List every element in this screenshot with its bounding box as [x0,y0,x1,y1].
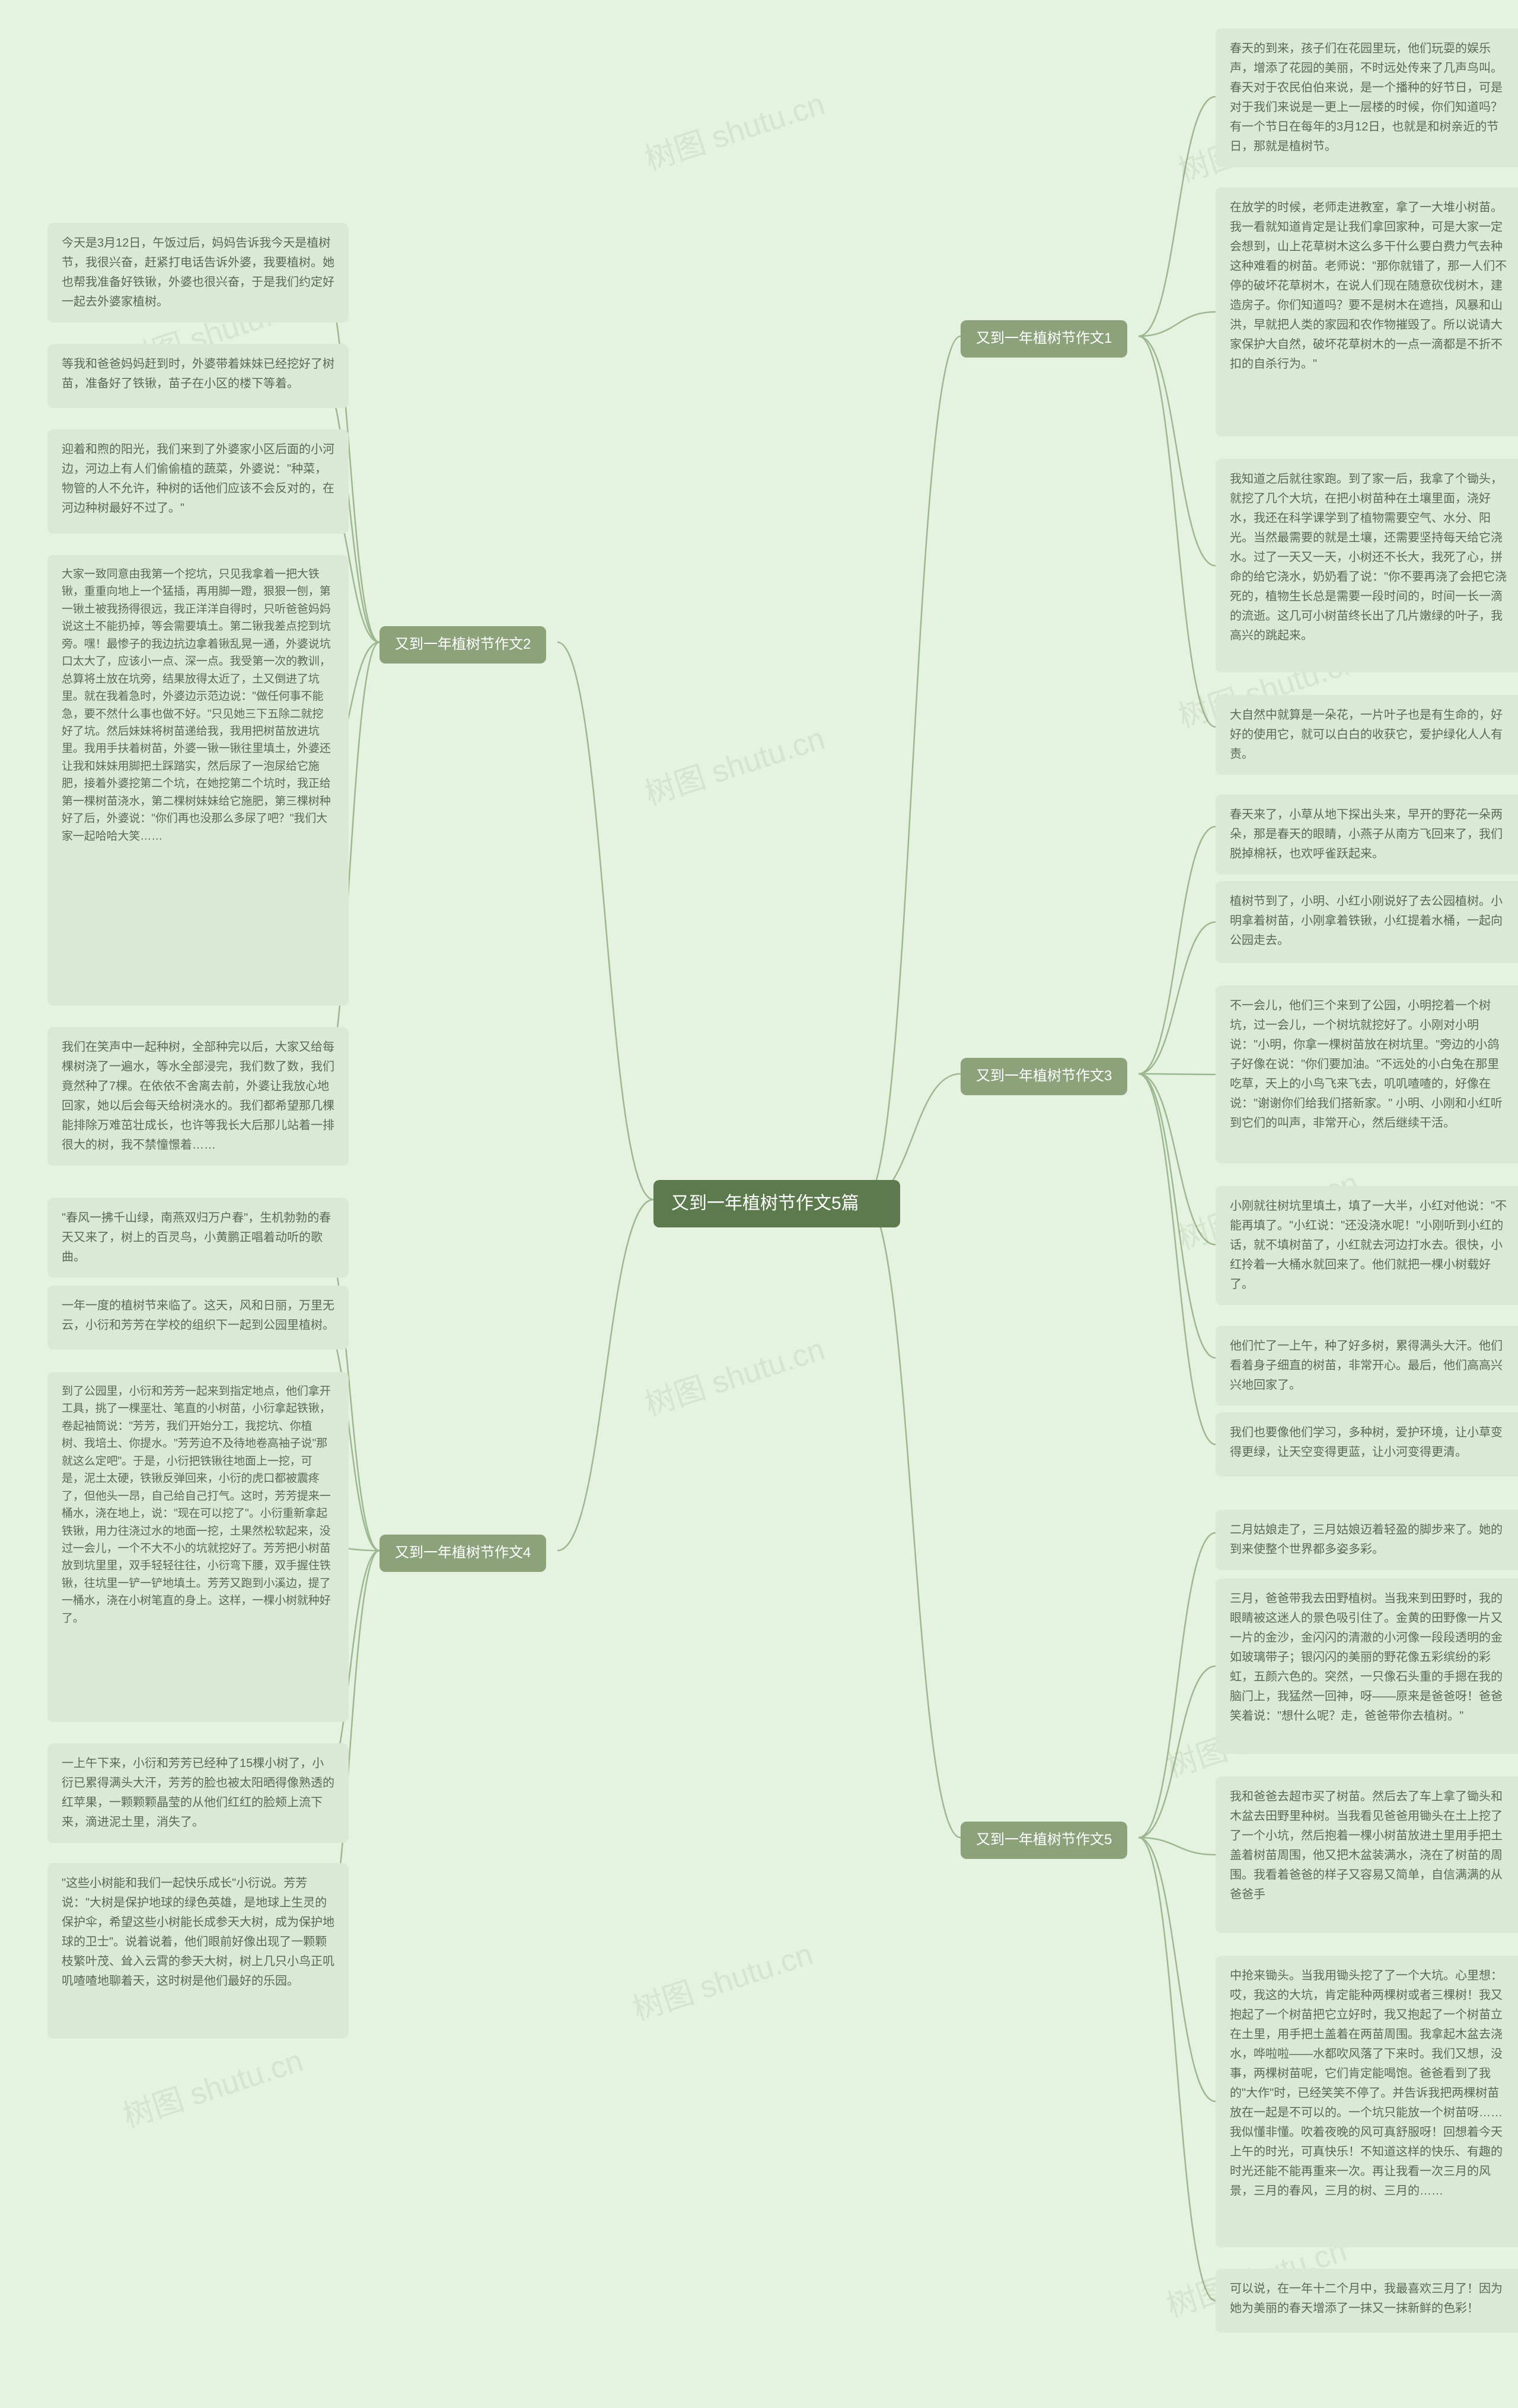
leaf-node[interactable]: 等我和爸爸妈妈赶到时，外婆带着妹妹已经挖好了树苗，准备好了铁锹，苗子在小区的楼下… [47,344,349,408]
leaf-node[interactable]: 中抢来锄头。当我用锄头挖了了一个大坑。心里想：哎，我这的大坑，肯定能种两棵树或者… [1216,1956,1518,2247]
watermark: 树图 shutu.cn [626,1929,818,2029]
leaf-node[interactable]: 二月姑娘走了，三月姑娘迈着轻盈的脚步来了。她的到来使整个世界都多姿多彩。 [1216,1510,1518,1570]
leaf-node[interactable]: 植树节到了，小明、小红小刚说好了去公园植树。小明拿着树苗，小刚拿着铁锹，小红提着… [1216,881,1518,963]
leaf-node[interactable]: "春风一拂千山绿，南燕双归万户春"，生机勃勃的春天又来了，树上的百灵鸟，小黄鹏正… [47,1198,349,1278]
sub-node-e5[interactable]: 又到一年植树节作文5 [961,1822,1127,1859]
leaf-node[interactable]: 一年一度的植树节来临了。这天，风和日丽，万里无云，小衍和芳芳在学校的组织下一起到… [47,1286,349,1350]
mindmap-canvas: 树图 shutu.cn 树图 shutu.cn 树图 shutu.cn 树图 shut… [0,0,1518,2408]
leaf-node[interactable]: 在放学的时候，老师走进教室，拿了一大堆小树苗。我一看就知道肯定是让我们拿回家种，… [1216,187,1518,436]
leaf-node[interactable]: 我们也要像他们学习，多种树，爱护环境，让小草变得更绿，让天空变得更蓝，让小河变得… [1216,1412,1518,1476]
leaf-node[interactable]: 不一会儿，他们三个来到了公园，小明挖着一个树坑，过一会儿，一个树坑就挖好了。小刚… [1216,985,1518,1163]
leaf-node[interactable]: 三月，爸爸带我去田野植树。当我来到田野时，我的眼睛被这迷人的景色吸引住了。金黄的… [1216,1578,1518,1754]
sub-node-e3[interactable]: 又到一年植树节作文3 [961,1058,1127,1095]
leaf-node[interactable]: 我知道之后就往家跑。到了家一后，我拿了个锄头，就挖了几个大坑，在把小树苗种在土壤… [1216,459,1518,672]
leaf-node[interactable]: 大自然中就算是一朵花，一片叶子也是有生命的，好好的使用它，就可以白白的收获它，爱… [1216,695,1518,775]
leaf-node[interactable]: 小刚就往树坑里填土，填了一大半，小红对他说："不能再填了。"小红说："还没浇水呢… [1216,1186,1518,1305]
leaf-node[interactable]: 今天是3月12日，午饭过后，妈妈告诉我今天是植树节，我很兴奋，赶紧打电话告诉外婆… [47,223,349,323]
watermark: 树图 shutu.cn [116,2036,308,2136]
leaf-node[interactable]: 我们在笑声中一起种树，全部种完以后，大家又给每棵树浇了一遍水，等水全部浸完，我们… [47,1027,349,1166]
leaf-node[interactable]: 春天来了，小草从地下探出头来，早开的野花一朵两朵，那是春天的眼睛，小燕子从南方飞… [1216,795,1518,875]
root-node[interactable]: 又到一年植树节作文5篇 [653,1180,900,1227]
leaf-node[interactable]: 可以说，在一年十二个月中，我最喜欢三月了！因为她为美丽的春天增添了一抹又一抹新鲜… [1216,2269,1518,2333]
watermark: 树图 shutu.cn [638,79,830,179]
leaf-node[interactable]: 我和爸爸去超市买了树苗。然后去了车上拿了锄头和木盆去田野里种树。当我看见爸爸用锄… [1216,1777,1518,1933]
leaf-node[interactable]: "这些小树能和我们一起快乐成长"小衍说。芳芳说："大树是保护地球的绿色英雄，是地… [47,1863,349,2039]
watermark: 树图 shutu.cn [638,1324,830,1424]
leaf-node[interactable]: 一上午下来，小衍和芳芳已经种了15棵小树了，小衍已累得满头大汗，芳芳的脸也被太阳… [47,1743,349,1843]
leaf-node[interactable]: 大家一致同意由我第一个挖坑，只见我拿着一把大铁锹，重重向地上一个猛插，再用脚一蹬… [47,555,349,1006]
leaf-node[interactable]: 迎着和煦的阳光，我们来到了外婆家小区后面的小河边，河边上有人们偷偷植的蔬菜，外婆… [47,429,349,534]
sub-node-e2[interactable]: 又到一年植树节作文2 [380,626,546,664]
leaf-node[interactable]: 春天的到来，孩子们在花园里玩，他们玩耍的娱乐声，增添了花园的美丽，不时远处传来了… [1216,28,1518,167]
leaf-node[interactable]: 他们忙了一上午，种了好多树，累得满头大汗。他们看着身子细直的树苗，非常开心。最后… [1216,1326,1518,1406]
leaf-node[interactable]: 到了公园里，小衍和芳芳一起来到指定地点，他们拿开工具，挑了一棵垩壮、笔直的小树苗… [47,1372,349,1722]
sub-node-e4[interactable]: 又到一年植树节作文4 [380,1535,546,1572]
sub-node-e1[interactable]: 又到一年植树节作文1 [961,320,1127,358]
watermark: 树图 shutu.cn [638,713,830,814]
